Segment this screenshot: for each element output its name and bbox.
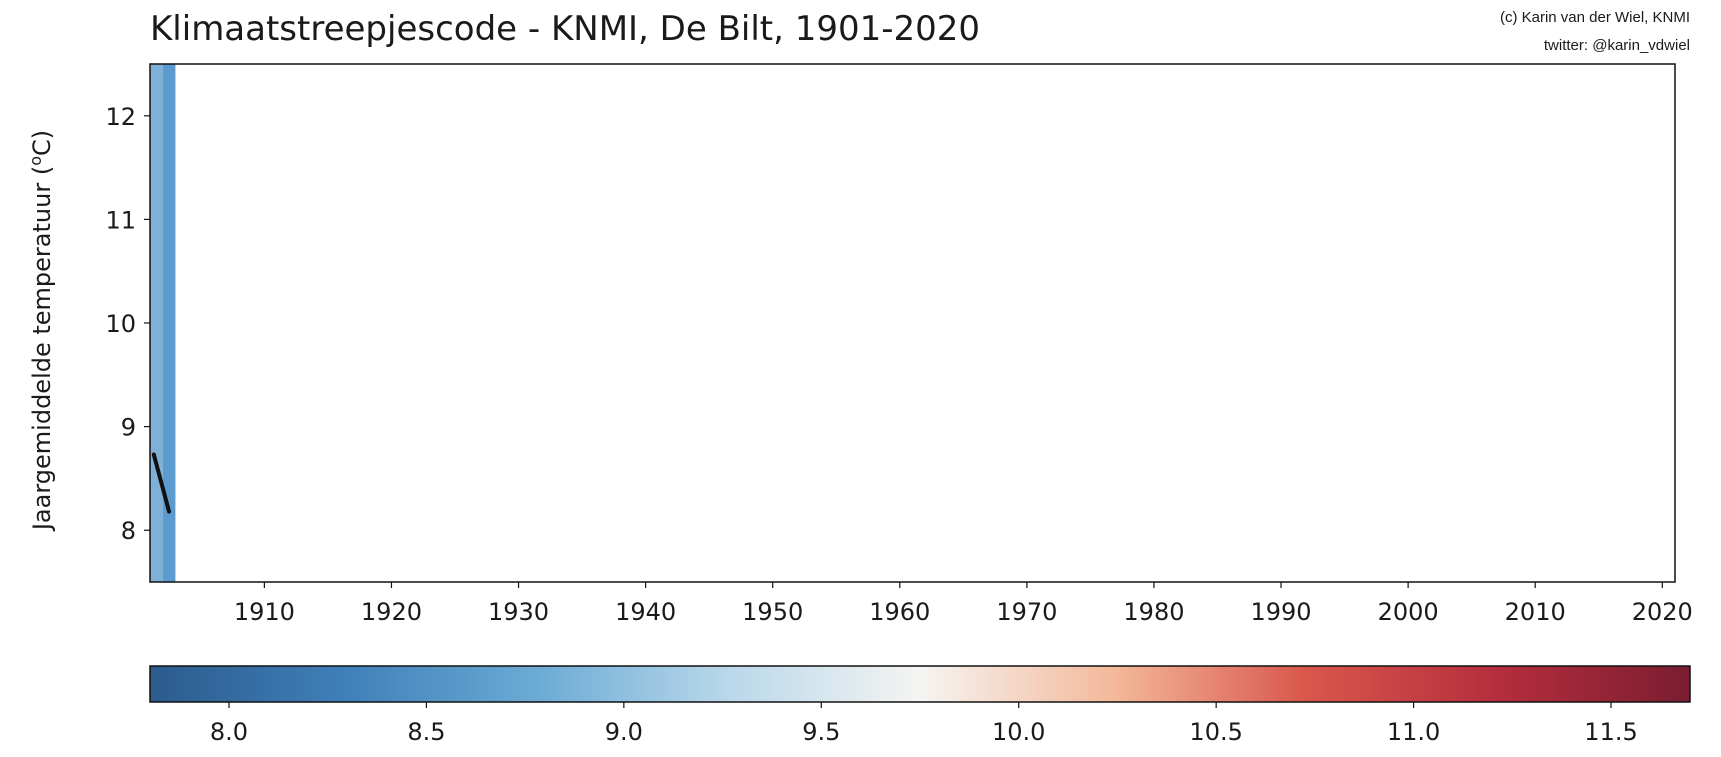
x-tick-label: 2000 — [1378, 598, 1439, 626]
x-tick-label: 1920 — [361, 598, 422, 626]
y-tick-label: 12 — [105, 103, 136, 131]
temperature-line — [151, 452, 172, 514]
y-axis-label: Jaargemiddelde temperatuur (oC) — [26, 130, 57, 532]
x-tick-label: 1910 — [234, 598, 295, 626]
colorbar-tick-label: 11.5 — [1584, 718, 1637, 746]
y-tick-label: 10 — [105, 310, 136, 338]
stripes-layer — [150, 64, 176, 582]
stripe-1902 — [162, 64, 176, 582]
trend-layer — [151, 452, 172, 514]
colorbar-tick-label: 11.0 — [1387, 718, 1440, 746]
stripe-1901 — [150, 64, 163, 582]
credit-line-1: (c) Karin van der Wiel, KNMI — [1500, 9, 1690, 26]
colorbar-tick-label: 10.5 — [1189, 718, 1242, 746]
x-tick-label: 1940 — [615, 598, 676, 626]
credit-line-2: twitter: @karin_vdwiel — [1544, 37, 1690, 54]
x-tick-label: 2020 — [1632, 598, 1693, 626]
y-tick-label: 8 — [121, 517, 136, 545]
colorbar-tick-label: 8.0 — [210, 718, 248, 746]
x-tick-label: 1960 — [869, 598, 930, 626]
chart-title: Klimaatstreepjescode - KNMI, De Bilt, 19… — [150, 9, 980, 49]
colorbar-tick-label: 9.5 — [802, 718, 840, 746]
x-tick-label: 1950 — [742, 598, 803, 626]
colorbar-gradient — [149, 665, 1691, 703]
plot-frame — [149, 63, 1676, 583]
x-tick-label: 2010 — [1505, 598, 1566, 626]
x-tick-label: 1980 — [1123, 598, 1184, 626]
colorbar-ticks: 8.0 8.5 9.0 9.5 10.0 10.5 11.0 11.5 — [210, 702, 1638, 746]
colorbar-tick-label: 8.5 — [407, 718, 445, 746]
y-tick-label: 9 — [121, 414, 136, 442]
x-tick-label: 1990 — [1251, 598, 1312, 626]
y-ticks: 8 9 10 11 12 — [105, 103, 150, 545]
colorbar-tick-label: 10.0 — [992, 718, 1045, 746]
colorbar-tick-label: 9.0 — [605, 718, 643, 746]
x-tick-label: 1970 — [996, 598, 1057, 626]
x-tick-label: 1930 — [488, 598, 549, 626]
x-ticks: 1910 1920 1930 1940 1950 1960 1970 1980 1990 2000… — [234, 582, 1693, 626]
colorbar — [149, 665, 1691, 703]
y-tick-label: 11 — [105, 206, 136, 234]
